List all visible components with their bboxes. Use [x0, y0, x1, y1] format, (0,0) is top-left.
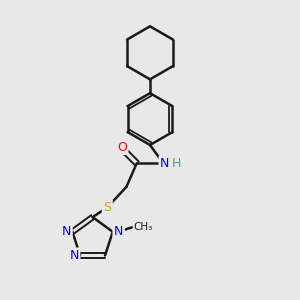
Text: CH₃: CH₃: [134, 222, 153, 233]
Text: S: S: [103, 201, 111, 214]
Text: N: N: [114, 225, 123, 238]
Text: N: N: [70, 249, 79, 262]
Text: O: O: [117, 141, 127, 154]
Text: H: H: [172, 157, 181, 170]
Text: N: N: [62, 225, 71, 238]
Text: N: N: [160, 157, 169, 170]
